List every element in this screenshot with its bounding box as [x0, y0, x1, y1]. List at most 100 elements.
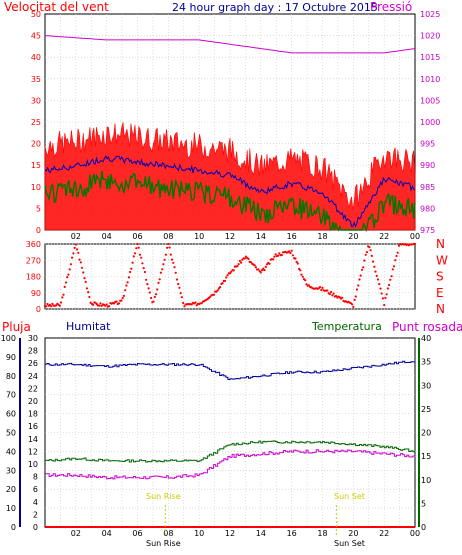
temperature-y-tick-label: 0 — [421, 523, 426, 532]
direction-point — [332, 292, 335, 295]
direction-point — [376, 278, 380, 281]
direction-compass-letter: N — [436, 302, 445, 316]
direction-point — [183, 305, 186, 308]
humidity-temp-x-tick-label: 04 — [102, 529, 112, 538]
temperature-y-tick-label: 30 — [421, 381, 431, 390]
direction-y-tick-label: 270 — [26, 256, 41, 265]
direction-point — [331, 294, 334, 297]
wind-panel: 02 04 06 08 10 12 14 16 18 20 22 000510152025303540… — [31, 10, 441, 241]
direction-point — [379, 287, 382, 290]
direction-point — [362, 266, 365, 269]
rain-y-tick-label: 30 — [28, 334, 38, 343]
humidity-temp-x-tick-label: 22 — [379, 529, 389, 538]
wind-y-tick-label: 20 — [31, 140, 41, 149]
direction-point — [154, 293, 158, 296]
sunset-axis-label: Sun Set — [334, 539, 365, 548]
direction-point — [238, 259, 241, 262]
dewpoint-series — [45, 449, 416, 480]
humidity-temp-x-tick-label: 00 — [410, 529, 420, 538]
direction-point — [169, 253, 172, 256]
direction-point — [117, 302, 121, 305]
direction-point — [273, 255, 276, 258]
direction-point — [228, 272, 232, 275]
direction-point — [389, 278, 392, 281]
direction-point — [296, 262, 299, 265]
direction-point — [132, 255, 135, 258]
direction-point — [274, 253, 277, 256]
humidity-y-tick-label: 20 — [6, 485, 16, 494]
humidity-series — [45, 359, 416, 380]
direction-point — [372, 260, 375, 263]
wind-y-tick-label: 40 — [31, 53, 41, 62]
direction-point — [261, 269, 264, 272]
direction-point — [92, 303, 95, 306]
pressure-y-tick-label: 1005 — [420, 96, 440, 105]
direction-point — [268, 262, 271, 265]
temperature-y-tick-label: 25 — [421, 405, 431, 414]
direction-point — [127, 276, 130, 279]
direction-point — [74, 243, 77, 246]
direction-compass-letter: E — [436, 286, 444, 300]
wind-x-tick-label: 16 — [287, 232, 297, 241]
direction-panel: 0 90 180 270 360 — [26, 240, 417, 314]
wind-x-tick-label: 20 — [348, 232, 358, 241]
direction-point — [360, 268, 364, 271]
direction-point — [390, 275, 393, 278]
direction-point — [381, 297, 384, 300]
wind-y-tick-label: 10 — [31, 183, 41, 192]
direction-point — [374, 270, 377, 273]
direction-point — [163, 258, 166, 261]
direction-point — [388, 283, 391, 287]
direction-point — [179, 292, 182, 295]
direction-point — [150, 296, 153, 300]
direction-point — [383, 303, 386, 307]
direction-point — [341, 296, 344, 299]
pressure-y-tick-label: 985 — [420, 183, 435, 192]
humidity-temp-x-tick-label: 18 — [317, 529, 327, 538]
direction-point — [253, 264, 256, 267]
direction-point — [373, 265, 376, 268]
direction-point — [131, 261, 134, 264]
direction-point — [320, 288, 323, 292]
rain-y-tick-label: 16 — [28, 422, 38, 431]
sunrise-axis-label: Sun Rise — [146, 539, 181, 548]
wind-speed-label: Velocitat del vent — [4, 0, 109, 14]
direction-point — [394, 259, 397, 262]
temperature-y-tick-label: 10 — [421, 476, 431, 485]
direction-point — [77, 251, 80, 254]
direction-point — [164, 253, 167, 256]
temperature-y-tick-label: 20 — [421, 429, 431, 438]
direction-point — [88, 295, 91, 299]
humidity-y-tick-label: 0 — [11, 523, 16, 532]
direction-point — [353, 298, 356, 301]
wind-x-tick-label: 18 — [317, 232, 327, 241]
wind-y-tick-label: 0 — [36, 226, 41, 235]
temperature-y-tick-label: 40 — [421, 334, 431, 343]
direction-point — [357, 284, 360, 287]
humidity-label: Humitat — [66, 320, 111, 333]
direction-point — [247, 257, 250, 260]
direction-point — [277, 254, 280, 257]
direction-point — [391, 268, 394, 271]
direction-point — [148, 291, 151, 294]
humidity-y-tick-label: 90 — [6, 353, 16, 362]
rain-y-tick-label: 24 — [28, 372, 38, 381]
direction-point — [384, 296, 387, 299]
direction-point — [396, 251, 399, 254]
direction-point — [386, 287, 389, 290]
direction-point — [143, 270, 146, 274]
direction-point — [363, 259, 366, 262]
direction-point — [141, 262, 144, 265]
direction-point — [395, 254, 398, 258]
rain-y-tick-label: 12 — [28, 447, 38, 456]
rain-y-tick-label: 6 — [33, 485, 38, 494]
humidity-temp-x-tick-label: 02 — [71, 529, 81, 538]
direction-point — [122, 294, 125, 297]
humidity-temp-x-tick-label: 08 — [163, 529, 173, 538]
pressure-label: Pressió — [370, 0, 412, 14]
direction-point — [299, 269, 302, 272]
direction-point — [307, 284, 310, 287]
wind-x-tick-label: 02 — [71, 232, 81, 241]
direction-point — [62, 293, 65, 296]
